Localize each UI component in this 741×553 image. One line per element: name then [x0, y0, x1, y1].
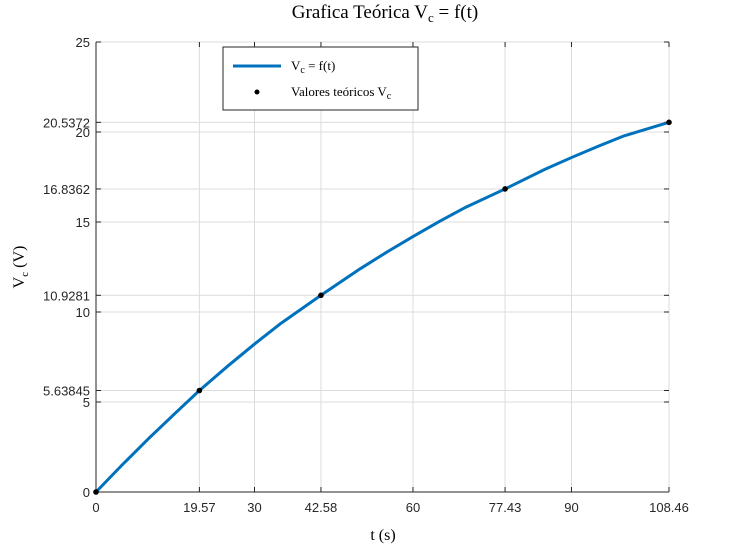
x-tick-label: 42.58: [305, 500, 338, 515]
series-line-vc: [94, 120, 671, 494]
legend-marker-swatch: [254, 89, 260, 95]
y-tick-label: 20: [76, 125, 90, 140]
y-tick-label: 15: [76, 215, 90, 230]
y-axis-label: Vc (V): [11, 246, 31, 289]
data-point-marker: [93, 489, 99, 495]
grid-lines: [96, 41, 670, 492]
chart-title-sub: c: [428, 10, 434, 25]
x-tick-label: 19.57: [183, 500, 216, 515]
data-point-marker: [502, 186, 508, 192]
legend-entry-curve-main: V: [291, 58, 301, 73]
y-axis-label-main: V: [11, 276, 28, 288]
chart-title: Grafica Teórica Vc = f(t): [292, 2, 478, 25]
y-tick-label: 16.8362: [43, 182, 90, 197]
legend: Vc = f(t) Valores teóricos Vc: [222, 46, 419, 111]
y-tick-label: 25: [76, 35, 90, 50]
y-tick-label: 10: [76, 305, 90, 320]
data-point-marker: [196, 387, 203, 394]
legend-entry-points: Valores teóricos Vc: [291, 84, 392, 102]
y-axis-label-tail: (V): [11, 246, 28, 272]
legend-entry-points-sub: c: [387, 91, 392, 102]
axes: 0 19.57 30 42.58 60 77.43 90 108.46 0 55.63845 10 1…: [43, 35, 689, 515]
x-tick-label: 77.43: [489, 500, 522, 515]
x-tick-label: 0: [92, 500, 99, 515]
y-tick-label: 20.5372: [43, 115, 90, 130]
x-tick-label: 90: [564, 500, 578, 515]
x-tick-label: 108.46: [649, 500, 689, 515]
legend-entry-curve-sub: c: [300, 65, 305, 76]
x-axis-label: t (s): [370, 527, 395, 544]
y-tick-label: 10.9281: [43, 288, 90, 303]
chart-title-main: Grafica Teórica V: [292, 2, 428, 23]
x-tick-label: 30: [247, 500, 261, 515]
y-axis-label-sub: c: [19, 272, 31, 277]
y-tick-label: 0: [83, 485, 90, 500]
legend-entry-curve: Vc = f(t): [291, 58, 335, 76]
x-tick-label: 60: [406, 500, 420, 515]
y-tick-label: 5: [83, 395, 90, 410]
legend-box: [222, 46, 419, 111]
plot-area: [93, 119, 672, 495]
y-tick-label: 5.63845: [43, 384, 90, 399]
legend-entry-points-main: Valores teóricos V: [291, 84, 387, 99]
legend-entry-curve-tail: = f(t): [305, 58, 335, 73]
chart-title-tail: = f(t): [434, 2, 478, 23]
data-point-marker: [666, 119, 672, 126]
data-point-marker: [318, 292, 324, 299]
